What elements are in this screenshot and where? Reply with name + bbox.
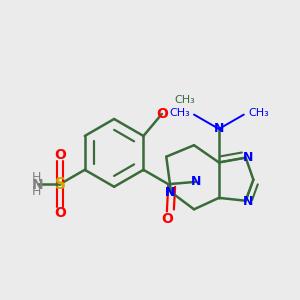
Text: CH₃: CH₃: [248, 108, 269, 118]
Text: N: N: [214, 122, 224, 135]
Text: N: N: [190, 175, 201, 188]
Text: O: O: [54, 148, 66, 162]
Text: S: S: [54, 177, 65, 192]
Text: CH₃: CH₃: [174, 94, 195, 105]
Text: O: O: [54, 206, 66, 220]
Text: O: O: [156, 107, 168, 121]
Text: N: N: [164, 186, 175, 199]
Text: N: N: [242, 151, 253, 164]
Text: H: H: [32, 185, 41, 198]
Text: N: N: [242, 195, 253, 208]
Text: CH₃: CH₃: [169, 108, 190, 118]
Text: N: N: [164, 186, 175, 199]
Text: O: O: [161, 212, 173, 226]
Text: H: H: [32, 171, 41, 184]
Text: N: N: [32, 178, 43, 192]
